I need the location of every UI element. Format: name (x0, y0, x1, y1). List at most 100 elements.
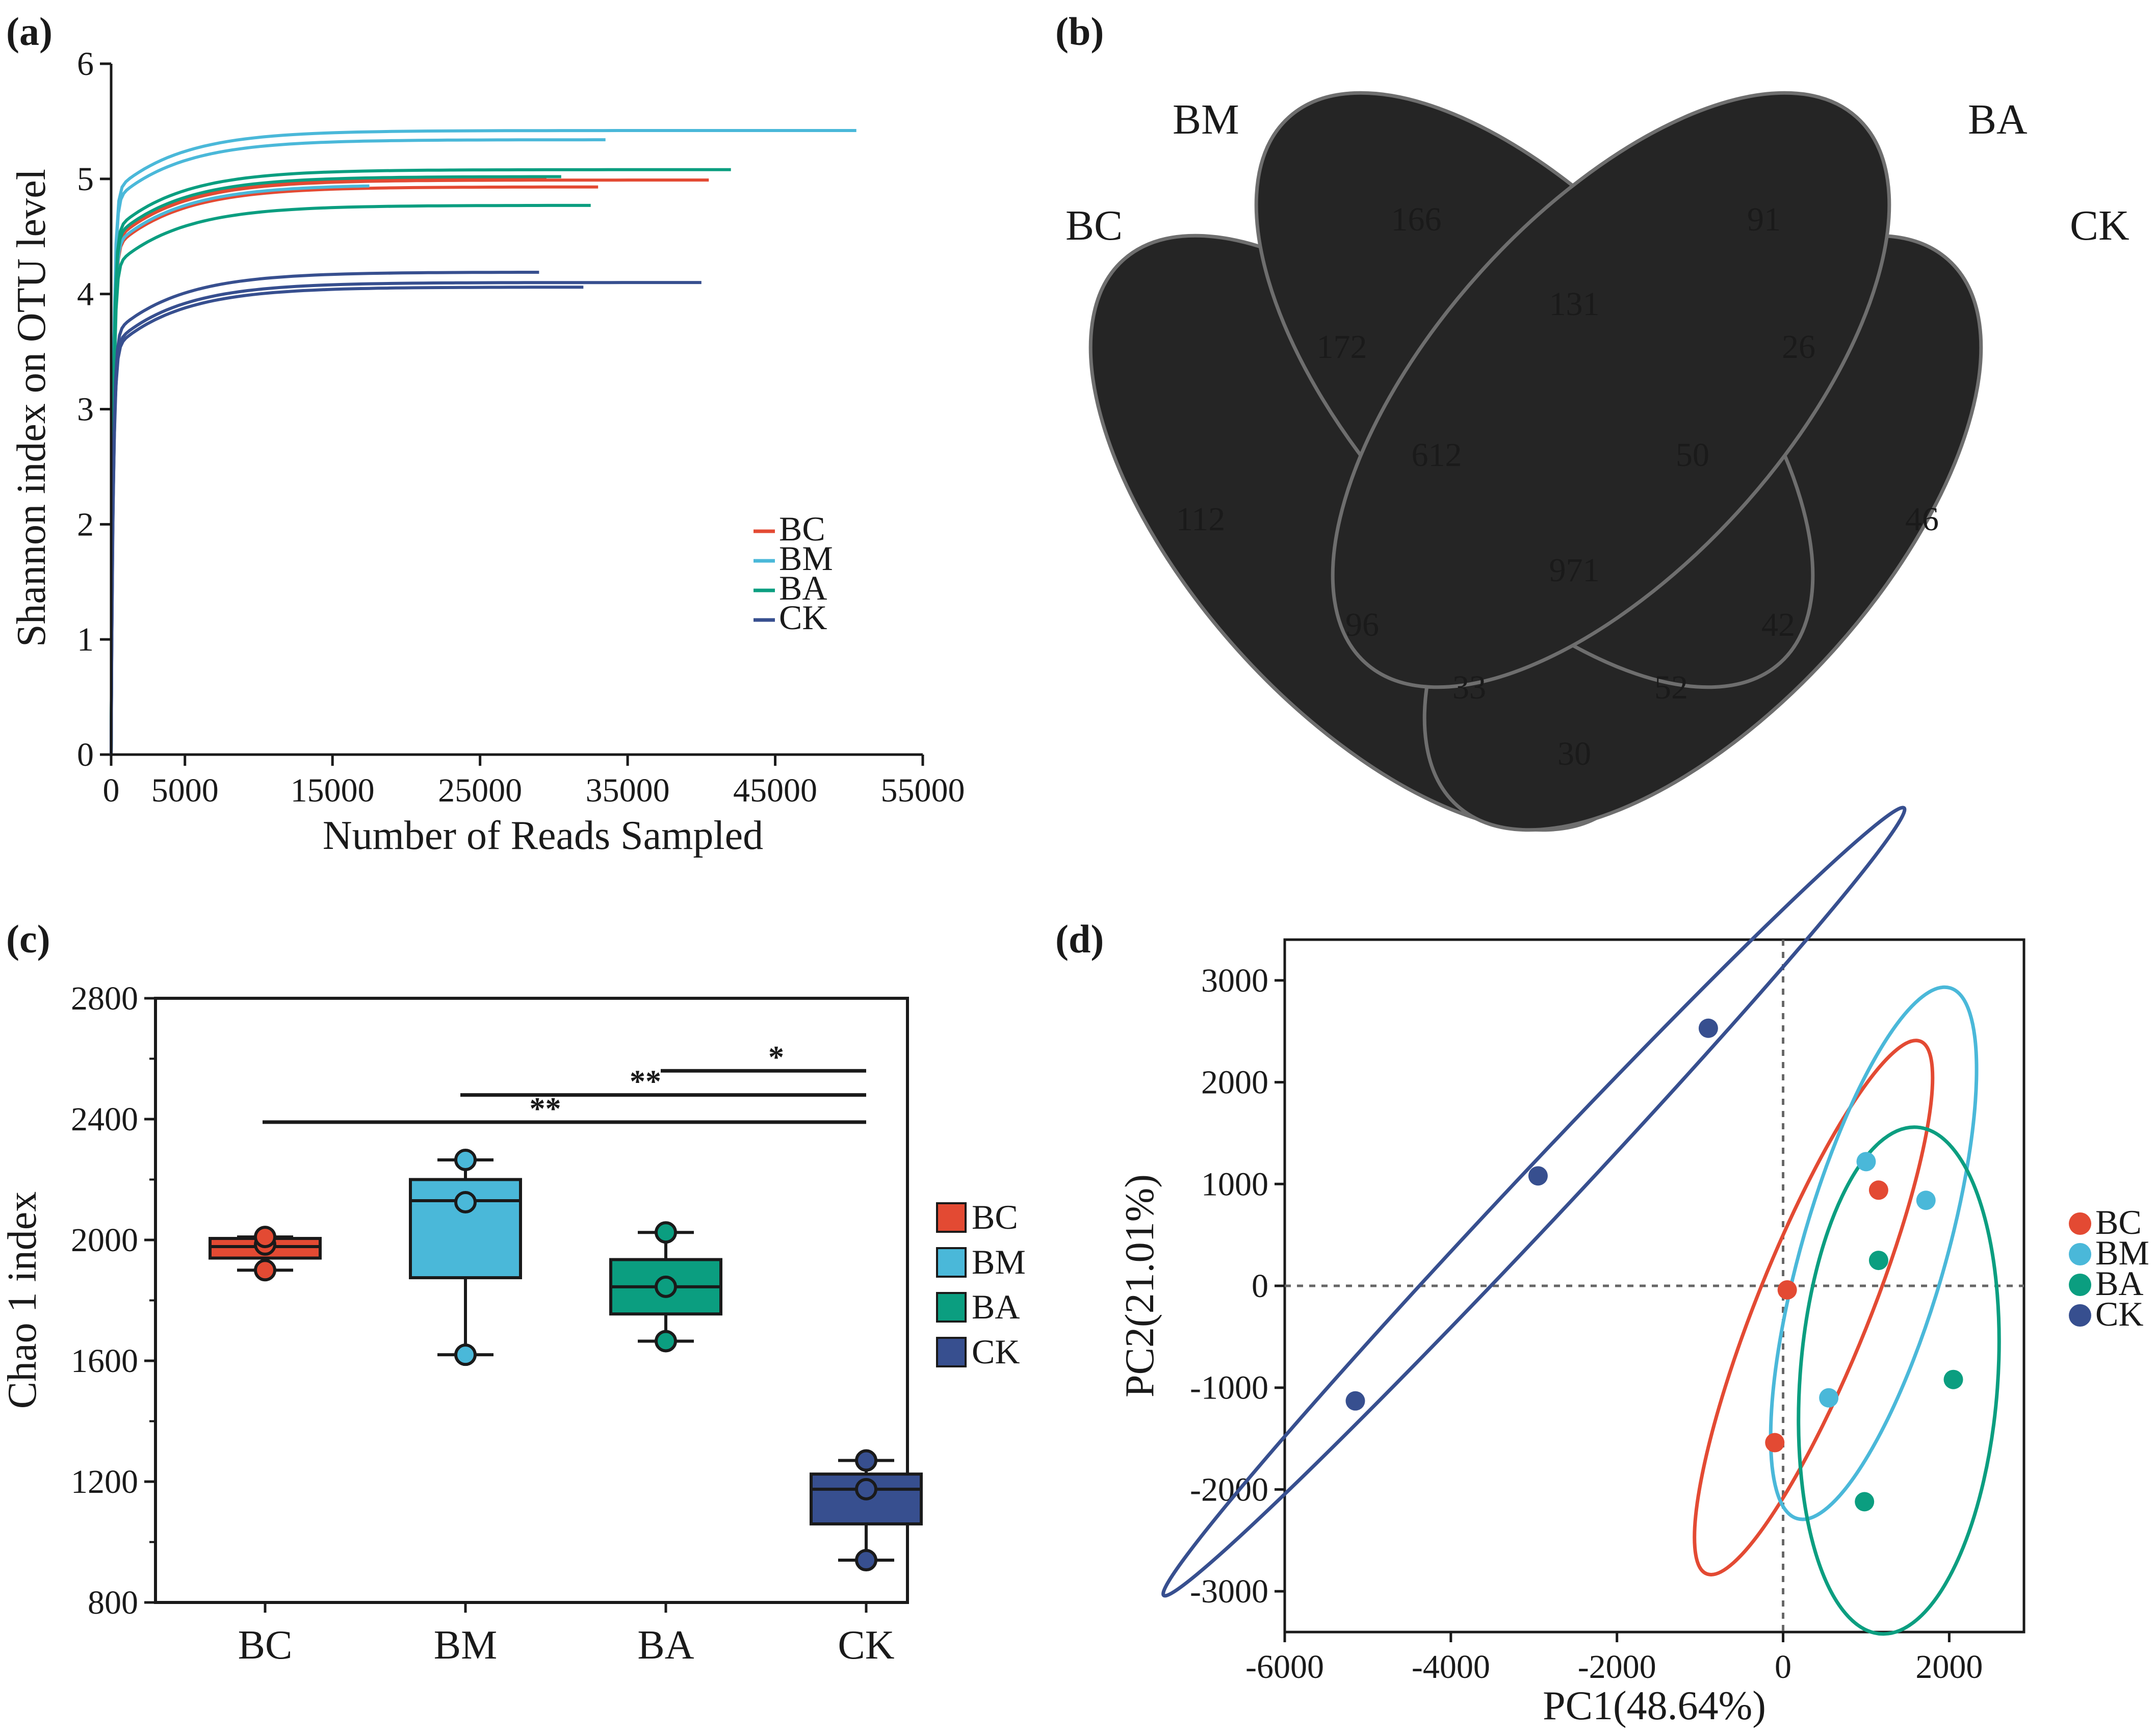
x-tick-label: BM (434, 1623, 498, 1668)
panel-d-x-label: PC1(48.64%) (1543, 1684, 1766, 1728)
x-tick-label: BC (238, 1623, 293, 1668)
rarefaction-curve-ba (110, 175, 561, 755)
panel-d-y-label: PC2(21.01%) (1118, 1174, 1162, 1397)
pca-point-ck (1528, 1166, 1548, 1186)
significance-label: ** (530, 1092, 561, 1126)
venn-count: 112 (1176, 501, 1226, 538)
rarefaction-curve-bc (110, 185, 599, 755)
x-tick-label: 0 (103, 772, 120, 809)
rarefaction-curve-ba (110, 168, 731, 755)
panel-d-zero-lines (1285, 940, 2024, 1632)
y-tick-label: 2000 (71, 1222, 138, 1259)
pca-point-ba (1868, 1251, 1888, 1271)
venn-counts: 112 166 91 46 172 131 26 612 50 971 96 42 33 52 30 (1176, 201, 1939, 772)
legend-label: CK (2095, 1295, 2143, 1333)
y-tick-label: -3000 (1190, 1573, 1268, 1610)
panel-a-ticks: 0 5000 15000 25000 35000 45000 55000 0 1 2 3 4 5 6 (77, 45, 965, 809)
y-tick-label: 1 (77, 621, 94, 658)
pca-point-ba (1943, 1369, 1963, 1389)
panel-c-ticks: 800 1200 1600 2000 2400 2800 BC BM BA CK (71, 980, 895, 1668)
legend-swatch-ba (2069, 1274, 2091, 1296)
x-tick-label: -6000 (1245, 1648, 1324, 1686)
y-tick-label: 3000 (1201, 962, 1268, 999)
x-tick-label: -2000 (1578, 1648, 1656, 1686)
venn-set-ba (1331, 91, 1891, 689)
legend-label: BC (2095, 1203, 2142, 1241)
box-point (855, 1478, 877, 1500)
y-tick-label: 5 (77, 161, 94, 198)
venn-count: 166 (1391, 201, 1442, 238)
pca-point-bm (1819, 1388, 1839, 1408)
panel-a-letter: (a) (6, 9, 53, 54)
rarefaction-curve-ck (110, 281, 702, 755)
rarefaction-curve-bm (110, 184, 370, 755)
rarefaction-curve-bm (110, 129, 856, 755)
pca-point-bm (1916, 1190, 1936, 1210)
x-tick-label: 25000 (438, 772, 522, 809)
y-tick-label: 0 (77, 736, 94, 773)
panel-d-ellipses (1161, 806, 2001, 1636)
confidence-ellipse-bc (1693, 1039, 1935, 1576)
venn-label-bc: BC (1066, 202, 1123, 249)
x-tick-label: 15000 (291, 772, 375, 809)
x-tick-label: 0 (1775, 1648, 1791, 1686)
box-point (655, 1275, 677, 1298)
venn-count: 30 (1557, 735, 1591, 772)
pca-point-ck (1345, 1391, 1365, 1411)
panel-c-y-label: Chao 1 index (0, 1192, 45, 1409)
legend-label: BM (779, 539, 833, 578)
pca-point-ck (1698, 1018, 1718, 1038)
y-tick-label: 1200 (71, 1463, 138, 1500)
venn-count: 131 (1549, 286, 1600, 323)
y-tick-label: 4 (77, 276, 94, 313)
venn-count: 52 (1654, 669, 1688, 706)
legend-label: BA (972, 1287, 1020, 1326)
rarefaction-curve-bc (110, 177, 547, 755)
y-tick-label: -1000 (1190, 1369, 1268, 1407)
venn-count: 46 (1905, 501, 1939, 538)
y-tick-label: 2800 (71, 980, 138, 1017)
panel-a-rarefaction-chart: (a) 0 5000 15000 25000 35000 45000 55000 0 1 2 3 4 5… (6, 9, 965, 858)
legend-swatch-ba (936, 1292, 967, 1323)
pca-point-bc (1777, 1280, 1797, 1300)
pca-point-bm (1856, 1152, 1876, 1172)
venn-label-ba: BA (1968, 96, 2028, 143)
x-tick-label: CK (838, 1623, 894, 1668)
legend-label: BC (779, 509, 825, 548)
panel-d-points (1345, 1018, 1963, 1512)
legend-label: BC (972, 1198, 1018, 1236)
panel-c-letter: (c) (6, 917, 50, 961)
box-point (454, 1190, 477, 1213)
y-tick-label: 2000 (1201, 1064, 1268, 1101)
legend-label: BM (972, 1243, 1026, 1281)
legend-label: CK (972, 1332, 1020, 1371)
legend-swatch-bc (2069, 1212, 2091, 1235)
rarefaction-curve-bm (110, 138, 606, 755)
y-tick-label: 2400 (71, 1101, 138, 1138)
legend-label: BA (2095, 1264, 2143, 1303)
y-tick-label: 3 (77, 391, 94, 428)
legend-label: BA (779, 568, 827, 607)
panel-a-curves (110, 129, 856, 755)
panel-a-x-label: Number of Reads Sampled (323, 813, 763, 858)
y-tick-label: 2 (77, 506, 94, 543)
rarefaction-curve-bc (110, 178, 709, 755)
y-tick-label: 6 (77, 45, 94, 83)
box-point (655, 1330, 677, 1353)
box-point (655, 1221, 677, 1244)
venn-count: 33 (1452, 669, 1486, 706)
x-tick-label: 55000 (881, 772, 965, 809)
panel-d-ticks: -6000 -4000 -2000 0 2000-3000-2000-100001000… (1190, 962, 1983, 1686)
legend-swatch-ck (2069, 1304, 2091, 1327)
venn-label-bm: BM (1173, 96, 1239, 143)
venn-count: 50 (1676, 436, 1709, 474)
x-tick-label: 2000 (1915, 1648, 1983, 1686)
legend-swatch-bc (936, 1202, 967, 1233)
legend-swatch-bm (2069, 1243, 2091, 1265)
y-tick-label: 1000 (1201, 1166, 1268, 1203)
box-point (254, 1259, 276, 1282)
